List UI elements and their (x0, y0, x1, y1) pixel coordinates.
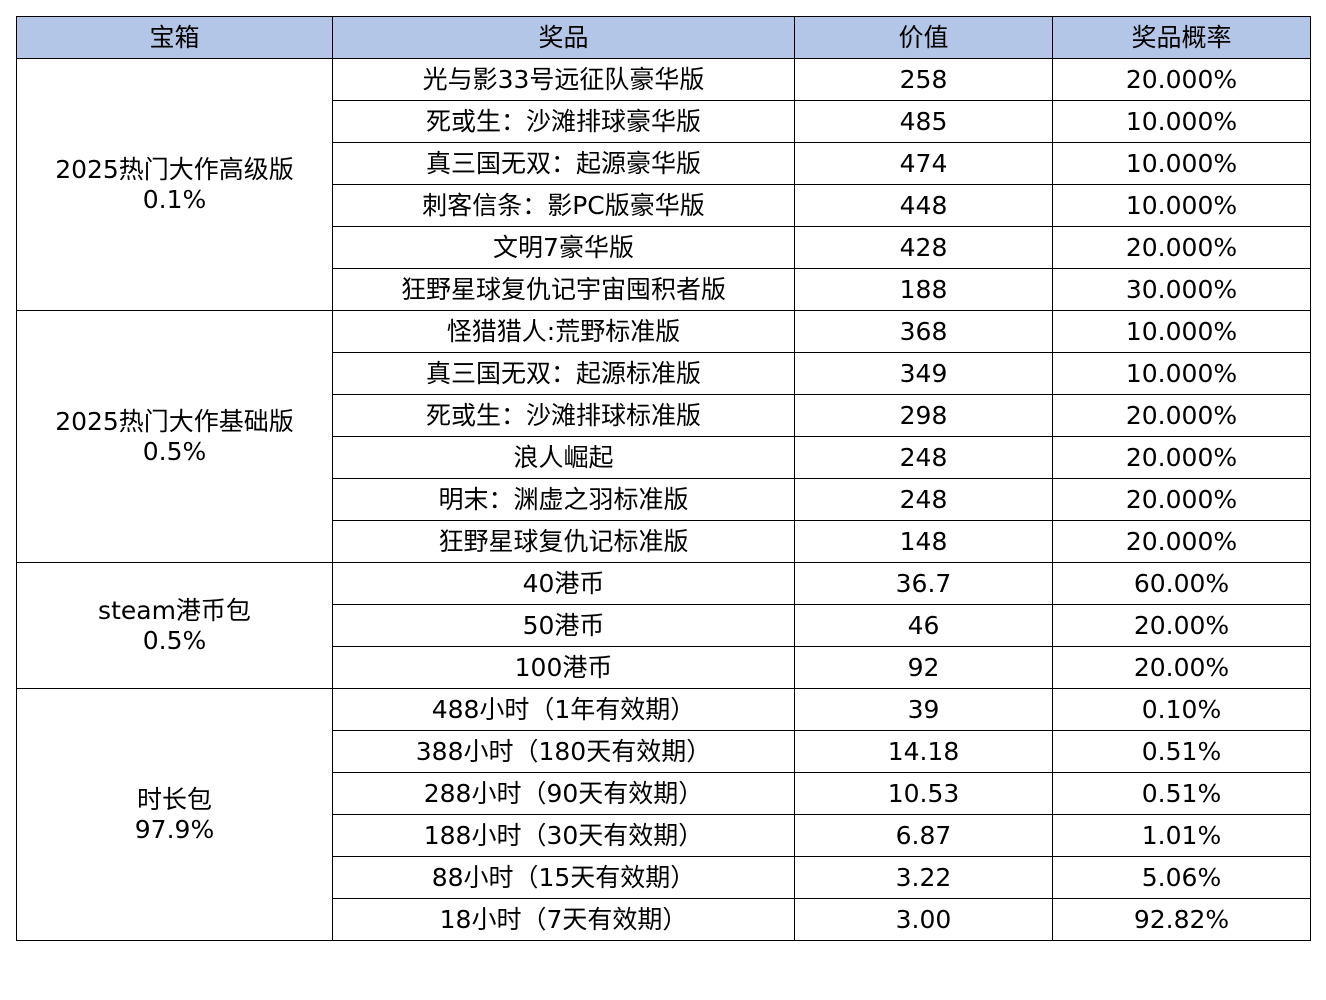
box-rate: 0.1% (142, 184, 207, 214)
prize-cell: 刺客信条：影PC版豪华版 (332, 184, 795, 227)
value-cell: 92 (794, 646, 1053, 689)
table-row: 死或生：沙滩排球标准版 298 20.000% (17, 394, 1311, 437)
probability-cell: 10.000% (1052, 310, 1311, 353)
probability-cell: 60.00% (1052, 562, 1311, 605)
probability-cell: 0.51% (1052, 730, 1311, 773)
box-name: steam港币包 (98, 595, 251, 625)
probability-cell: 1.01% (1052, 814, 1311, 857)
value-cell: 474 (794, 142, 1053, 185)
table-row: 浪人崛起 248 20.000% (17, 436, 1311, 479)
probability-cell: 10.000% (1052, 184, 1311, 227)
prize-cell: 50港币 (332, 604, 795, 647)
prize-cell: 100港币 (332, 646, 795, 689)
probability-cell: 20.00% (1052, 646, 1311, 689)
probability-cell: 5.06% (1052, 856, 1311, 899)
prize-cell: 真三国无双：起源标准版 (332, 352, 795, 395)
probability-cell: 20.000% (1052, 58, 1311, 101)
value-cell: 258 (794, 58, 1053, 101)
probability-cell: 20.00% (1052, 604, 1311, 647)
value-cell: 3.22 (794, 856, 1053, 899)
prize-cell: 浪人崛起 (332, 436, 795, 479)
header-box: 宝箱 (16, 16, 333, 59)
table-row: 88小时（15天有效期） 3.22 5.06% (17, 856, 1311, 899)
prize-cell: 388小时（180天有效期） (332, 730, 795, 773)
value-cell: 6.87 (794, 814, 1053, 857)
box-rate: 97.9% (134, 814, 215, 844)
value-cell: 188 (794, 268, 1053, 311)
header-probability: 奖品概率 (1052, 16, 1311, 59)
prize-cell: 狂野星球复仇记标准版 (332, 520, 795, 563)
table-row: 文明7豪华版 428 20.000% (17, 226, 1311, 269)
value-cell: 10.53 (794, 772, 1053, 815)
value-cell: 428 (794, 226, 1053, 269)
box-cell: 时长包 97.9% (16, 688, 333, 941)
box-name: 时长包 (136, 784, 212, 814)
table-row: 时长包 97.9% 488小时（1年有效期） 39 0.10% (16, 688, 1311, 941)
prize-cell: 狂野星球复仇记宇宙囤积者版 (332, 268, 795, 311)
probability-cell: 30.000% (1052, 268, 1311, 311)
box-rate: 0.5% (142, 436, 207, 466)
value-cell: 39 (794, 688, 1053, 731)
box-cell: 2025热门大作基础版 0.5% (16, 310, 333, 563)
value-cell: 148 (794, 520, 1053, 563)
probability-cell: 20.000% (1052, 520, 1311, 563)
value-cell: 36.7 (794, 562, 1053, 605)
table-row: 50港币 46 20.00% (17, 604, 1311, 647)
probability-cell: 20.000% (1052, 436, 1311, 479)
probability-cell: 10.000% (1052, 100, 1311, 143)
probability-cell: 20.000% (1052, 394, 1311, 437)
table-row: 2025热门大作高级版 0.1% 光与影33号远征队豪华版 258 20.000… (16, 58, 1311, 311)
table-row: 死或生：沙滩排球豪华版 485 10.000% (17, 100, 1311, 143)
probability-cell: 0.10% (1052, 688, 1311, 731)
table-row: 100港币 92 20.00% (17, 646, 1311, 689)
box-cell: steam港币包 0.5% (16, 562, 333, 689)
box-cell: 2025热门大作高级版 0.1% (16, 58, 333, 311)
value-cell: 448 (794, 184, 1053, 227)
table-row: 明末：渊虚之羽标准版 248 20.000% (17, 478, 1311, 521)
prize-cell: 怪猎猎人:荒野标准版 (332, 310, 795, 353)
probability-cell: 92.82% (1052, 898, 1311, 941)
prize-cell: 188小时（30天有效期） (332, 814, 795, 857)
table-row: 188小时（30天有效期） 6.87 1.01% (17, 814, 1311, 857)
prize-table: 宝箱 奖品 价值 奖品概率 2025热门大作高级版 0.1% 光与影33号远征队… (16, 16, 1311, 941)
prize-cell: 40港币 (332, 562, 795, 605)
prize-cell: 死或生：沙滩排球豪华版 (332, 100, 795, 143)
value-cell: 368 (794, 310, 1053, 353)
probability-cell: 10.000% (1052, 142, 1311, 185)
box-rate: 0.5% (142, 625, 207, 655)
table-row: 18小时（7天有效期） 3.00 92.82% (17, 898, 1311, 941)
probability-cell: 10.000% (1052, 352, 1311, 395)
value-cell: 485 (794, 100, 1053, 143)
value-cell: 14.18 (794, 730, 1053, 773)
table-row: 真三国无双：起源标准版 349 10.000% (17, 352, 1311, 395)
probability-cell: 20.000% (1052, 226, 1311, 269)
prize-cell: 光与影33号远征队豪华版 (332, 58, 795, 101)
value-cell: 3.00 (794, 898, 1053, 941)
value-cell: 298 (794, 394, 1053, 437)
table-row: 狂野星球复仇记宇宙囤积者版 188 30.000% (17, 268, 1311, 311)
table-row: 2025热门大作基础版 0.5% 怪猎猎人:荒野标准版 368 10.000% (16, 310, 1311, 563)
prize-cell: 488小时（1年有效期） (332, 688, 795, 731)
box-name: 2025热门大作高级版 (55, 154, 294, 184)
table-row: steam港币包 0.5% 40港币 36.7 60.00% (16, 562, 1311, 689)
prize-cell: 88小时（15天有效期） (332, 856, 795, 899)
prize-cell: 真三国无双：起源豪华版 (332, 142, 795, 185)
probability-cell: 20.000% (1052, 478, 1311, 521)
table-row: 288小时（90天有效期） 10.53 0.51% (17, 772, 1311, 815)
header-value: 价值 (794, 16, 1053, 59)
probability-cell: 0.51% (1052, 772, 1311, 815)
value-cell: 349 (794, 352, 1053, 395)
table-row: 388小时（180天有效期） 14.18 0.51% (17, 730, 1311, 773)
prize-cell: 18小时（7天有效期） (332, 898, 795, 941)
header-prize: 奖品 (332, 16, 795, 59)
prize-cell: 文明7豪华版 (332, 226, 795, 269)
prize-cell: 明末：渊虚之羽标准版 (332, 478, 795, 521)
box-name: 2025热门大作基础版 (55, 406, 294, 436)
value-cell: 248 (794, 478, 1053, 521)
prize-cell: 288小时（90天有效期） (332, 772, 795, 815)
prize-cell: 死或生：沙滩排球标准版 (332, 394, 795, 437)
header-row: 宝箱 奖品 价值 奖品概率 (16, 16, 1311, 59)
value-cell: 46 (794, 604, 1053, 647)
value-cell: 248 (794, 436, 1053, 479)
